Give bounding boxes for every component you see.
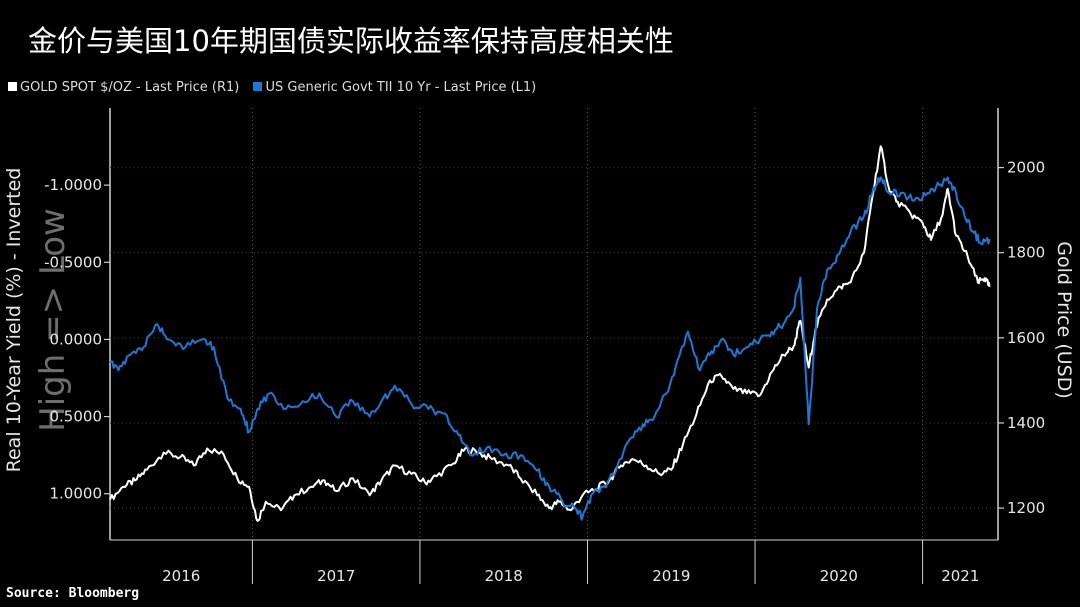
right-tick-label-4: 2000 <box>1007 159 1045 177</box>
x-tick-label-2016: 2016 <box>162 567 200 585</box>
left-axis-title: Real 10-Year Yield (%) - Inverted <box>3 168 25 473</box>
left-tick-label-0: -1.0000 <box>44 176 102 194</box>
left-tick-label-3: 0.5000 <box>50 408 103 426</box>
right-tick-label-2: 1600 <box>1007 329 1045 347</box>
series-group <box>109 145 991 522</box>
plot-frame <box>109 108 999 541</box>
left-tick-label-1: -0.5000 <box>44 253 102 271</box>
x-tick-label-2018: 2018 <box>485 567 523 585</box>
legend-label-tips: US Generic Govt TII 10 Yr - Last Price (… <box>265 80 537 95</box>
series-line-gold-price <box>109 145 991 522</box>
chart-title: 金价与美国10年期国债实际收益率保持高度相关性 <box>28 24 674 58</box>
gridlines <box>110 108 998 540</box>
x-tick-label-2020: 2020 <box>820 567 858 585</box>
x-axis: 2016 2017 2018 2019 2020 2021 <box>162 540 979 585</box>
legend-swatch-gold <box>8 82 17 91</box>
legend-swatch-tips <box>253 82 263 91</box>
right-tick-label-3: 1800 <box>1007 244 1045 262</box>
left-tick-label-2: 0.0000 <box>50 330 103 348</box>
x-tick-label-2019: 2019 <box>652 567 690 585</box>
source-note: Source: Bloomberg <box>6 586 140 601</box>
left-axis: -1.0000 -0.5000 0.0000 0.5000 1.0000 <box>44 176 110 503</box>
legend-label-gold: GOLD SPOT $/OZ - Last Price (R1) <box>20 80 240 95</box>
left-tick-label-4: 1.0000 <box>50 485 103 503</box>
legend-item-gold: GOLD SPOT $/OZ - Last Price (R1) <box>8 80 239 95</box>
x-tick-label-2021: 2021 <box>941 567 979 585</box>
right-tick-label-0: 1200 <box>1007 499 1045 517</box>
legend-item-tips: US Generic Govt TII 10 Yr - Last Price (… <box>253 80 536 95</box>
right-tick-label-1: 1400 <box>1007 414 1045 432</box>
right-axis-title: Gold Price (USD) <box>1053 241 1075 399</box>
legend: GOLD SPOT $/OZ - Last Price (R1) US Gene… <box>8 80 546 95</box>
series-line-tips-yield <box>109 176 991 521</box>
watermark: High => Low <box>33 208 73 432</box>
right-axis: 1200 1400 1600 1800 2000 <box>998 159 1045 517</box>
x-tick-label-2017: 2017 <box>317 567 355 585</box>
